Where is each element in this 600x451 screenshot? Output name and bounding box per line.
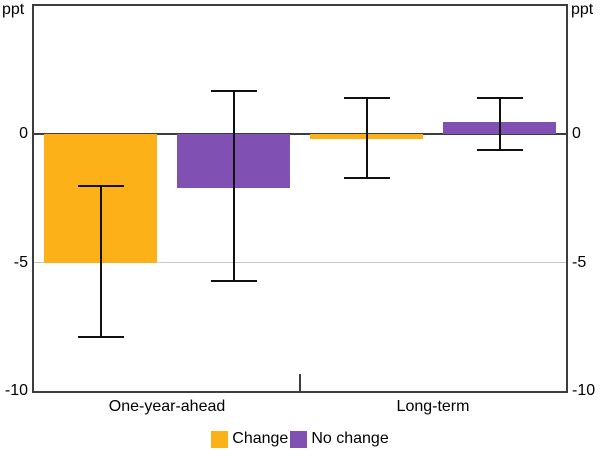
ytick-left-0: 0 [19,125,28,143]
zero-line [34,133,566,136]
error-bar-line [365,98,368,178]
ytick-right--5: -5 [572,253,587,271]
error-bar-line [232,90,235,281]
error-bar-cap-bottom [210,279,257,282]
error-bar-cap-bottom [476,148,523,151]
group-divider-tick [299,374,301,391]
unit-label-right: ppt [571,1,594,18]
x-axis-label-Long-term: Long-term [396,398,470,415]
ytick-right-0: 0 [572,125,581,143]
legend-item: Change [211,430,288,448]
legend-swatch-No change [290,430,308,448]
error-bar-cap-top [210,89,257,92]
plot-area [32,4,568,393]
ytick-right--10: -10 [572,382,596,399]
x-axis-label-One-year-ahead: One-year-ahead [108,398,226,415]
error-bar-cap-top [77,184,124,187]
error-bar-cap-top [343,97,390,100]
error-bar-cap-top [476,97,523,100]
legend-label: No change [311,430,389,447]
plot-inner [34,6,566,391]
ytick-left--10: -10 [4,382,28,399]
legend-label: Change [232,430,289,447]
error-bar-line [498,98,501,150]
error-bar-cap-bottom [77,336,124,339]
legend: Change No change [0,430,600,448]
error-bar-cap-bottom [343,176,390,179]
legend-swatch-Change [211,430,229,448]
legend-item: No change [290,430,389,448]
ytick-left--5: -5 [13,253,28,271]
gridline--5 [34,262,566,264]
error-bar-line [99,185,102,338]
unit-label-left: ppt [2,1,25,18]
